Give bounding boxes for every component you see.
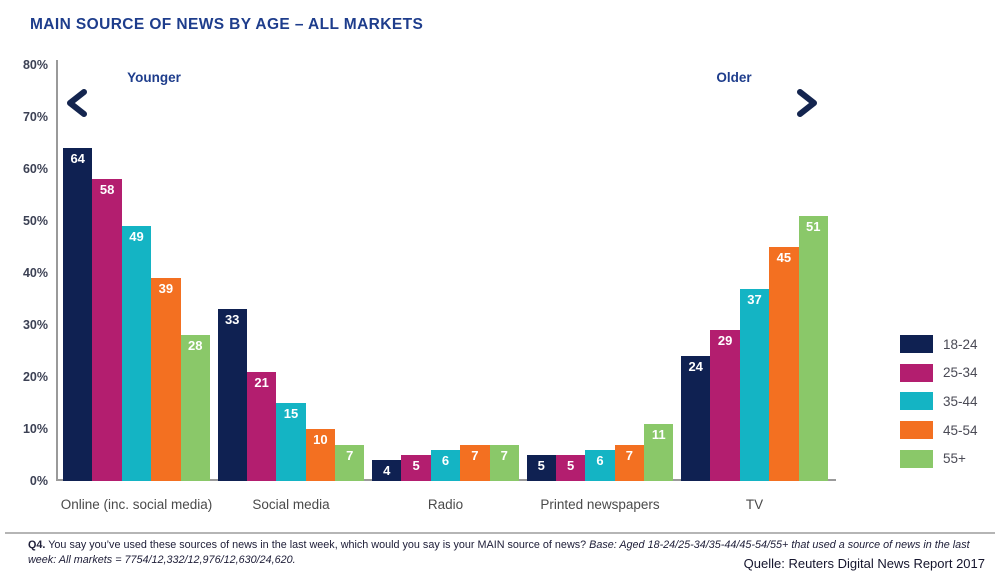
bar-55+-TV: 51 xyxy=(798,215,828,481)
legend-swatch xyxy=(900,449,933,468)
category-label: TV xyxy=(745,497,764,512)
legend-swatch xyxy=(900,421,933,440)
bar-25-34-TV: 29 xyxy=(710,330,740,481)
bar-25-34-Online (inc. social media): 58 xyxy=(92,179,122,481)
bar-25-34-Radio: 5 xyxy=(401,455,431,481)
bar-18-24-Online (inc. social media): 64 xyxy=(63,148,93,481)
bar-value-label: 11 xyxy=(651,426,666,442)
bar-value-label: 33 xyxy=(224,312,240,328)
legend-label: 55+ xyxy=(943,451,966,467)
bar-value-label: 64 xyxy=(70,151,85,167)
bar-18-24-Social media: 33 xyxy=(217,309,247,481)
y-tick-label: 50% xyxy=(22,214,48,228)
y-tick-label: 40% xyxy=(22,266,48,280)
legend-label: 25-34 xyxy=(943,365,978,381)
y-axis-line xyxy=(56,60,58,481)
younger-label: Younger xyxy=(127,70,181,85)
bar-35-44-Printed newspapers: 6 xyxy=(585,449,615,481)
y-tick-label: 60% xyxy=(22,162,48,176)
source-attribution: Quelle: Reuters Digital News Report 2017 xyxy=(743,556,985,571)
bar-55+-Online (inc. social media): 28 xyxy=(180,335,210,481)
bar-18-24-TV: 24 xyxy=(681,356,711,481)
bar-value-label: 37 xyxy=(747,291,762,307)
bar-value-label: 7 xyxy=(500,447,508,463)
legend-item-45-54: 45-54 xyxy=(900,421,978,440)
y-tick-label: 20% xyxy=(22,370,48,384)
bar-value-label: 7 xyxy=(625,447,633,463)
bar-25-34-Social media: 21 xyxy=(246,371,277,481)
legend-swatch xyxy=(900,392,933,411)
legend-swatch xyxy=(900,335,933,353)
question-base-text: Base: Aged 18-24/25-34/35-44/45-54/55+ t… xyxy=(28,539,970,566)
bar-value-label: 15 xyxy=(283,406,299,421)
bar-25-34-Printed newspapers: 5 xyxy=(555,455,586,481)
y-tick-label: 80% xyxy=(22,58,48,72)
bar-value-label: 7 xyxy=(346,447,354,463)
category-label: Radio xyxy=(427,497,464,512)
legend-label: 35-44 xyxy=(943,393,978,409)
bar-value-label: 28 xyxy=(188,338,203,354)
bar-value-label: 45 xyxy=(776,250,792,265)
older-arrow-icon xyxy=(646,89,817,117)
legend-item-18-24: 18-24 xyxy=(900,335,978,353)
bar-35-44-Social media: 15 xyxy=(276,403,306,481)
question-number: Q4. xyxy=(28,539,46,551)
bar-value-label: 51 xyxy=(806,218,821,234)
legend-swatch xyxy=(900,363,933,382)
category-label: Social media xyxy=(252,497,330,512)
y-tick-label: 0% xyxy=(29,474,48,488)
legend-label: 45-54 xyxy=(943,422,978,438)
bar-55+-Radio: 7 xyxy=(489,444,519,481)
bar-value-label: 21 xyxy=(254,374,269,390)
bar-value-label: 5 xyxy=(412,458,420,473)
question-footnote: Q4. You say you’ve used these sources of… xyxy=(28,538,973,567)
bar-45-54-Radio: 7 xyxy=(460,444,490,481)
legend-item-25-34: 25-34 xyxy=(900,363,978,382)
bar-35-44-TV: 37 xyxy=(739,288,770,481)
bar-value-label: 5 xyxy=(566,458,575,473)
legend-item-35-44: 35-44 xyxy=(900,392,978,411)
legend-label: 18-24 xyxy=(943,336,978,352)
y-tick-label: 30% xyxy=(22,318,48,332)
page-title: MAIN SOURCE OF NEWS BY AGE – ALL MARKETS xyxy=(30,16,424,33)
older-label: Older xyxy=(716,70,752,85)
bar-value-label: 6 xyxy=(596,452,604,468)
question-text: You say you’ve used these sources of new… xyxy=(48,539,587,551)
bar-value-label: 24 xyxy=(688,359,703,375)
bar-value-label: 7 xyxy=(471,447,479,463)
bar-35-44-Radio: 6 xyxy=(430,449,461,481)
category-label: Online (inc. social media) xyxy=(60,497,213,512)
bar-55+-Printed newspapers: 11 xyxy=(644,423,674,481)
bar-value-label: 10 xyxy=(313,432,328,447)
bar-35-44-Online (inc. social media): 49 xyxy=(121,226,152,481)
bar-55+-Social media: 7 xyxy=(335,444,365,481)
bar-value-label: 5 xyxy=(537,458,545,473)
bar-18-24-Radio: 4 xyxy=(372,460,402,481)
bar-value-label: 4 xyxy=(383,463,391,479)
category-label: Printed newspapers xyxy=(540,497,660,512)
younger-arrow-icon xyxy=(67,89,244,117)
bar-value-label: 58 xyxy=(99,182,115,198)
bar-value-label: 39 xyxy=(158,281,174,297)
y-tick-label: 10% xyxy=(22,422,48,436)
bar-45-54-Printed newspapers: 7 xyxy=(614,444,645,481)
bar-value-label: 49 xyxy=(129,229,144,245)
bar-45-54-Online (inc. social media): 39 xyxy=(151,278,181,481)
bar-45-54-TV: 45 xyxy=(769,247,799,481)
bar-45-54-Social media: 10 xyxy=(305,429,336,481)
bar-value-label: 29 xyxy=(717,333,733,349)
y-tick-label: 70% xyxy=(22,110,48,124)
footer-divider xyxy=(5,532,995,534)
legend-item-55+: 55+ xyxy=(900,449,966,468)
bar-value-label: 6 xyxy=(441,452,450,468)
bar-18-24-Printed newspapers: 5 xyxy=(526,455,556,481)
